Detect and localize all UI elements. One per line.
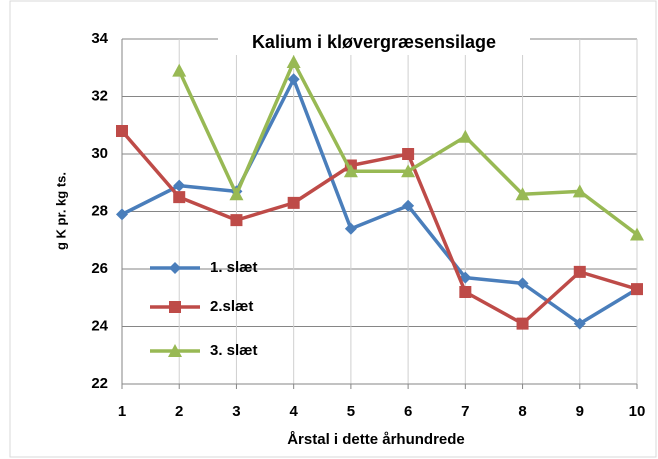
marker [459,286,472,298]
y-tick-label: 34 [91,30,108,47]
y-tick-label: 32 [91,87,108,104]
marker [343,164,358,178]
marker [229,187,244,201]
marker [458,129,473,143]
marker [116,208,128,221]
x-tick-label: 1 [118,403,126,420]
marker [116,125,128,137]
y-tick-label: 24 [91,317,108,334]
marker [631,283,643,296]
x-tick-label: 7 [461,403,469,420]
marker [516,317,529,330]
marker [573,265,586,278]
x-axis-label: Årstal i dette århundrede [287,431,465,448]
x-tick-label: 10 [629,403,646,420]
legend-label: 3. slæt [210,342,258,359]
y-axis-label: g K pr. kg ts. [53,172,68,250]
marker [515,187,530,201]
marker [286,55,301,68]
marker [344,222,357,235]
y-tick-label: 30 [91,145,108,162]
marker [287,196,300,209]
marker [172,63,187,77]
series-line [121,77,638,326]
marker [573,317,586,330]
x-tick-label: 8 [518,403,526,420]
y-tick-label: 28 [91,202,108,219]
x-tick-label: 4 [289,403,298,420]
marker [173,179,186,192]
x-tick-label: 9 [576,403,584,420]
legend-label: 1. slæt [210,259,258,276]
chart-title: Kalium i kløvergræsensilage [252,32,496,52]
title-background [218,29,530,55]
marker [402,148,415,160]
marker [630,227,644,241]
chart-border [9,0,657,458]
marker [572,184,587,198]
marker [516,277,529,290]
x-tick-label: 3 [232,403,240,420]
y-tick-label: 26 [91,260,108,277]
marker [402,199,415,212]
x-tick-label: 5 [347,403,355,420]
x-tick-label: 2 [175,403,183,420]
legend-label: 2.slæt [210,298,253,315]
marker [173,191,186,204]
marker [230,214,243,227]
x-tick-label: 6 [404,403,412,420]
marker [401,164,416,178]
series-line [120,129,638,326]
marker [287,73,300,86]
y-tick-label: 22 [91,375,108,392]
